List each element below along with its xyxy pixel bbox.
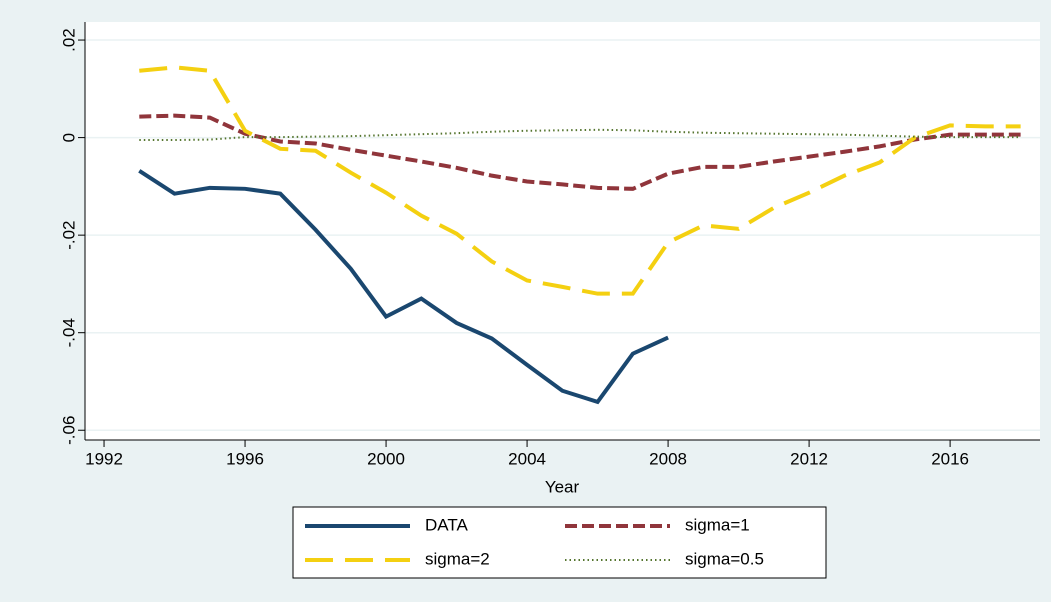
y-tick-label: -.06 [59,416,78,445]
x-axis-title: Year [545,477,580,496]
y-tick-label: -.04 [59,318,78,347]
y-tick-label: 0 [59,133,78,142]
y-tick-label: -.02 [59,220,78,249]
x-tick-label: 2016 [931,449,969,468]
legend-label: sigma=2 [425,549,490,568]
x-tick-label: 2004 [508,449,546,468]
x-tick-label: 2008 [649,449,687,468]
series-line [138,169,669,405]
plot-area [85,22,1040,440]
legend-label: sigma=1 [685,515,750,534]
legend-label: sigma=0.5 [685,549,764,568]
x-tick-label: 1992 [85,449,123,468]
legend-label: DATA [425,515,468,534]
x-tick-label: 1996 [226,449,264,468]
series-line [139,113,1021,191]
series-line [139,128,1021,142]
y-tick-label: .02 [59,28,78,52]
x-tick-label: 2000 [367,449,405,468]
series-line [139,65,1021,296]
legend-box [292,506,827,579]
x-tick-label: 2012 [790,449,828,468]
